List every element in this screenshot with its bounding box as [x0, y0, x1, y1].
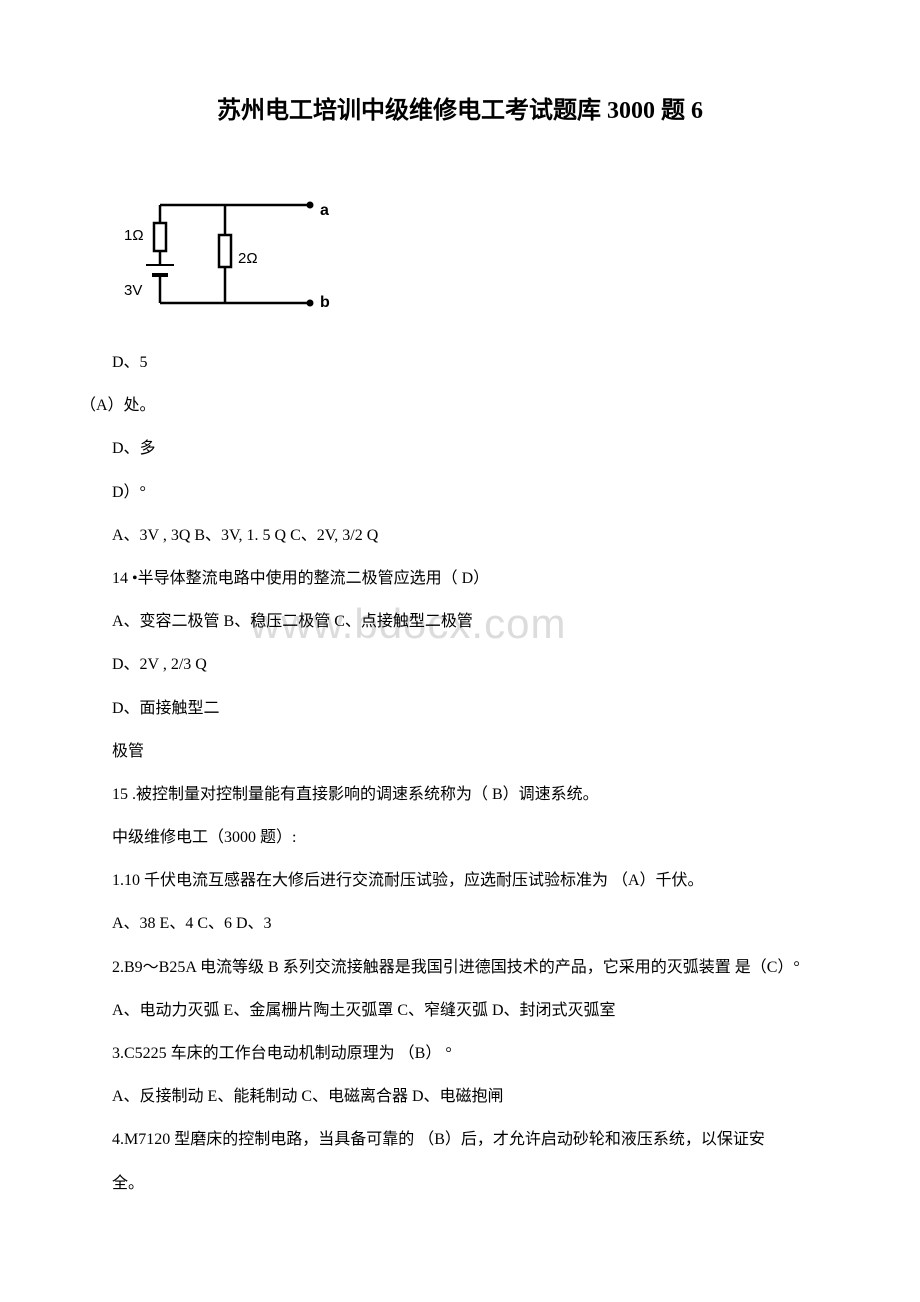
text-line: 全。 — [80, 1166, 840, 1201]
r1-label: 1Ω — [124, 227, 144, 244]
document-content: 苏州电工培训中级维修电工考试题库 3000 题 6 — [80, 90, 840, 1201]
text-line: 极管 — [80, 734, 840, 769]
text-line: D、5 — [80, 345, 840, 380]
text-line: D、多 — [80, 431, 840, 466]
text-line: 1.10 千伏电流互感器在大修后进行交流耐压试验，应选耐压试验标准为 （A）千伏… — [80, 863, 840, 898]
text-line: D、面接触型二 — [80, 691, 840, 726]
terminal-a-label: a — [320, 202, 329, 219]
text-line: A、反接制动 E、能耗制动 C、电磁离合器 D、电磁抱闸 — [80, 1079, 840, 1114]
text-line: （A）处。 — [80, 388, 840, 423]
text-line: D、2V , 2/3 Q — [80, 647, 840, 682]
text-line: A、38 E、4 C、6 D、3 — [80, 906, 840, 941]
circuit-diagram: 1Ω 3V 2Ω a b — [120, 185, 840, 330]
text-line: 2.B9〜B25A 电流等级 B 系列交流接触器是我国引进德国技术的产品，它采用… — [80, 950, 840, 985]
text-line: A、3V , 3Q B、3V, 1. 5 Q C、2V, 3/2 Q — [80, 518, 840, 553]
terminal-b-label: b — [320, 294, 330, 311]
text-line: 中级维修电工（3000 题）: — [80, 820, 840, 855]
page-title: 苏州电工培训中级维修电工考试题库 3000 题 6 — [80, 90, 840, 125]
v-label: 3V — [124, 282, 142, 299]
text-line: 3.C5225 车床的工作台电动机制动原理为 （B） ° — [80, 1036, 840, 1071]
text-line: D）° — [80, 475, 840, 510]
text-line: 15 .被控制量对控制量能有直接影响的调速系统称为（ B）调速系统。 — [80, 777, 840, 812]
r2-label: 2Ω — [238, 250, 258, 267]
text-line: A、电动力灭弧 E、金属栅片陶土灭弧罩 C、窄缝灭弧 D、封闭式灭弧室 — [80, 993, 840, 1028]
text-line: 4.M7120 型磨床的控制电路，当具备可靠的 （B）后，才允许启动砂轮和液压系… — [80, 1122, 840, 1157]
text-line: A、变容二极管 B、稳压二极管 C、点接触型二极管 — [80, 604, 840, 639]
text-line: 14 •半导体整流电路中使用的整流二极管应选用（ D） — [80, 561, 840, 596]
